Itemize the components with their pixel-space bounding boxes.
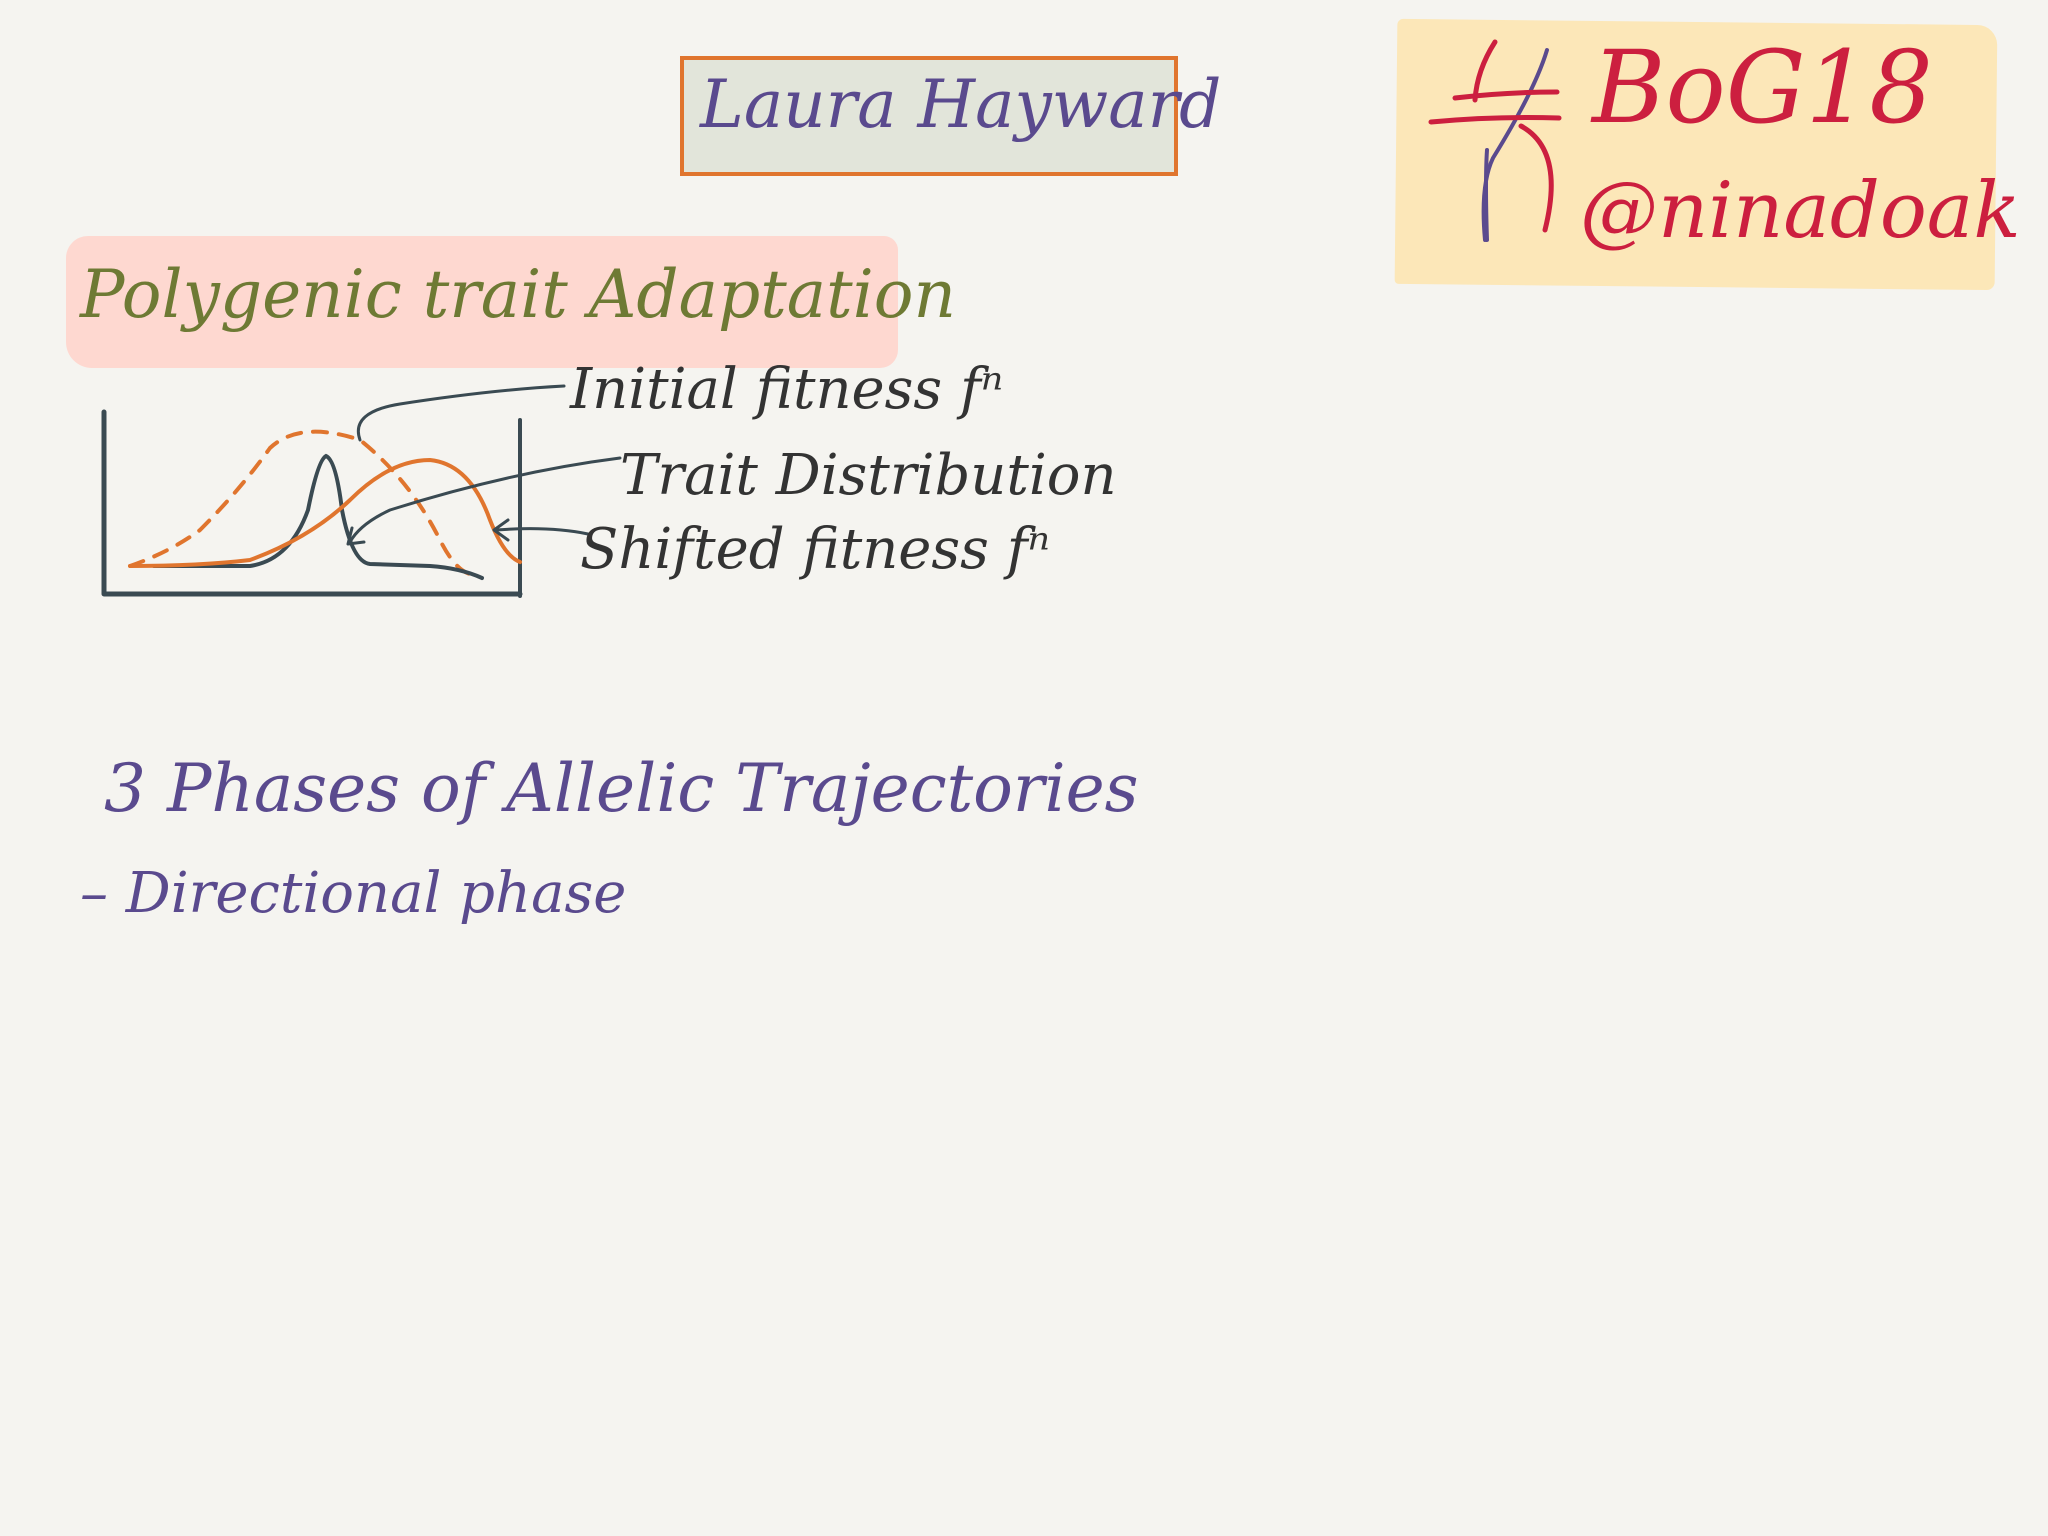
bullet-item: – Directional phase (80, 861, 627, 926)
initial-fitness-curve (128, 429, 472, 576)
hashtag-icon (1428, 39, 1562, 242)
y-axis (101, 409, 523, 597)
trait-distribution-curve (152, 453, 484, 580)
shifted-fitness-pointer (494, 527, 590, 536)
trait-distribution-label: Trait Distribution (620, 443, 1117, 508)
conference-hashtag: BoG18 (1592, 29, 1933, 146)
trait-distribution-pointer (348, 456, 622, 544)
author-handle: @ninadoak (1580, 166, 2021, 256)
topic-title: Polygenic trait Adaptation (80, 256, 957, 333)
speaker-name: Laura Hayward (700, 66, 1222, 143)
topic-highlight (66, 236, 898, 368)
initial-fitness-pointer (357, 384, 566, 442)
fitness-schematic (101, 384, 622, 598)
initial-fitness-label: Initial fitness fⁿ (570, 357, 1004, 422)
shifted-fitness-curve (128, 457, 522, 568)
shifted-fitness-label: Shifted fitness fⁿ (580, 517, 1051, 582)
speaker-name-box (680, 56, 1178, 176)
section-title: 3 Phases of Allelic Trajectories (104, 750, 1139, 827)
